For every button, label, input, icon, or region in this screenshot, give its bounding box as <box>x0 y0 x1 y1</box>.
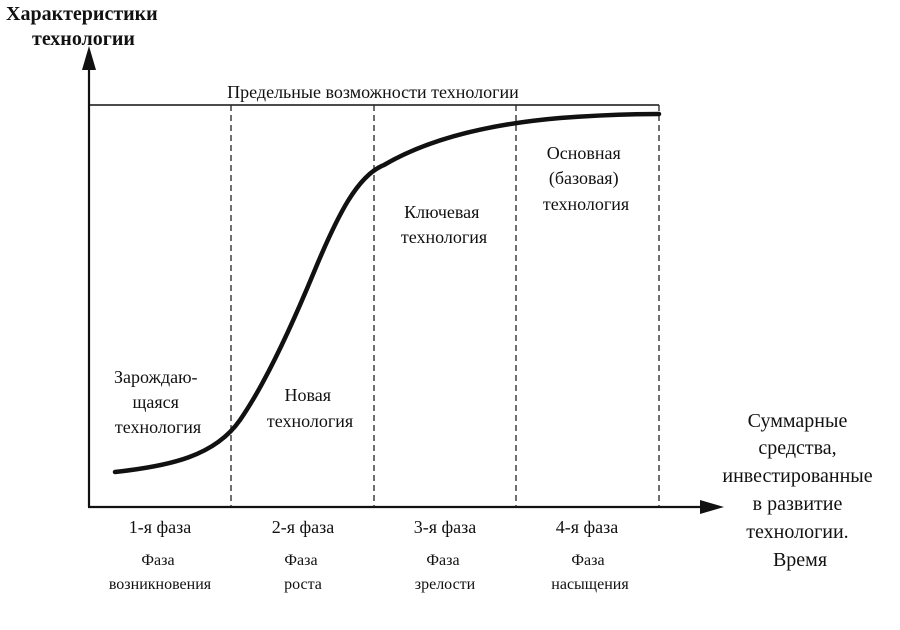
phase-3-name-line-2: зрелости <box>415 576 476 593</box>
region-label-key-line-1: Ключевая <box>404 202 479 222</box>
region-label-key-line-2: технология <box>401 227 487 247</box>
y-axis-arrowhead <box>82 46 96 70</box>
region-label-new: Новая технология <box>267 385 353 431</box>
region-label-emerging: Зарождаю- щаяся технология <box>114 367 202 437</box>
phase-4-name: Фаза насыщения <box>551 552 629 593</box>
y-axis-title: Характеристики технологии <box>6 3 163 50</box>
region-label-emerging-line-3: технология <box>115 417 201 437</box>
phase-4-name-line-2: насыщения <box>551 576 629 593</box>
region-label-base-line-2: (базовая) <box>549 168 619 189</box>
region-label-base: Основная (базовая) технология <box>543 143 629 214</box>
x-axis-arrowhead <box>700 500 724 514</box>
y-axis-title-line-1: Характеристики <box>6 3 158 25</box>
x-axis-title-line-5: технологии. <box>746 521 848 543</box>
phase-2-name-line-2: роста <box>284 576 322 593</box>
region-label-emerging-line-1: Зарождаю- <box>114 367 198 387</box>
x-axis-title: Суммарные средства, инвестированные в ра… <box>722 410 877 571</box>
x-axis-title-line-4: в развитие <box>753 493 843 515</box>
phase-3-name: Фаза зрелости <box>415 552 476 593</box>
x-axis-title-line-6: Время <box>773 549 827 571</box>
phase-1-name: Фаза возникновения <box>109 552 212 593</box>
x-axis-title-line-2: средства, <box>758 437 836 459</box>
x-axis-title-line-3: инвестированные <box>722 465 872 487</box>
phase-3-name-line-1: Фаза <box>426 552 459 569</box>
phase-3-number: 3-я фаза <box>414 517 477 537</box>
phase-2-name-line-1: Фаза <box>284 552 317 569</box>
region-label-base-line-1: Основная <box>547 143 621 163</box>
region-label-new-line-2: технология <box>267 411 353 431</box>
phase-1-number: 1-я фаза <box>129 517 192 537</box>
x-axis-title-line-1: Суммарные <box>748 410 848 432</box>
ceiling-label: Предельные возможности технологии <box>227 82 519 102</box>
phase-2-name: Фаза роста <box>284 552 322 593</box>
region-label-key: Ключевая технология <box>401 202 487 247</box>
region-label-emerging-line-2: щаяся <box>133 392 179 412</box>
s-curve <box>112 111 662 475</box>
phase-2-number: 2-я фаза <box>272 517 335 537</box>
phase-4-name-line-1: Фаза <box>571 552 604 569</box>
phase-4-number: 4-я фаза <box>556 517 619 537</box>
phase-1-name-line-2: возникновения <box>109 576 212 593</box>
phase-1-name-line-1: Фаза <box>141 552 174 569</box>
region-label-new-line-1: Новая <box>284 385 331 405</box>
y-axis-title-line-2: технологии <box>32 28 135 50</box>
region-label-base-line-3: технология <box>543 194 629 214</box>
